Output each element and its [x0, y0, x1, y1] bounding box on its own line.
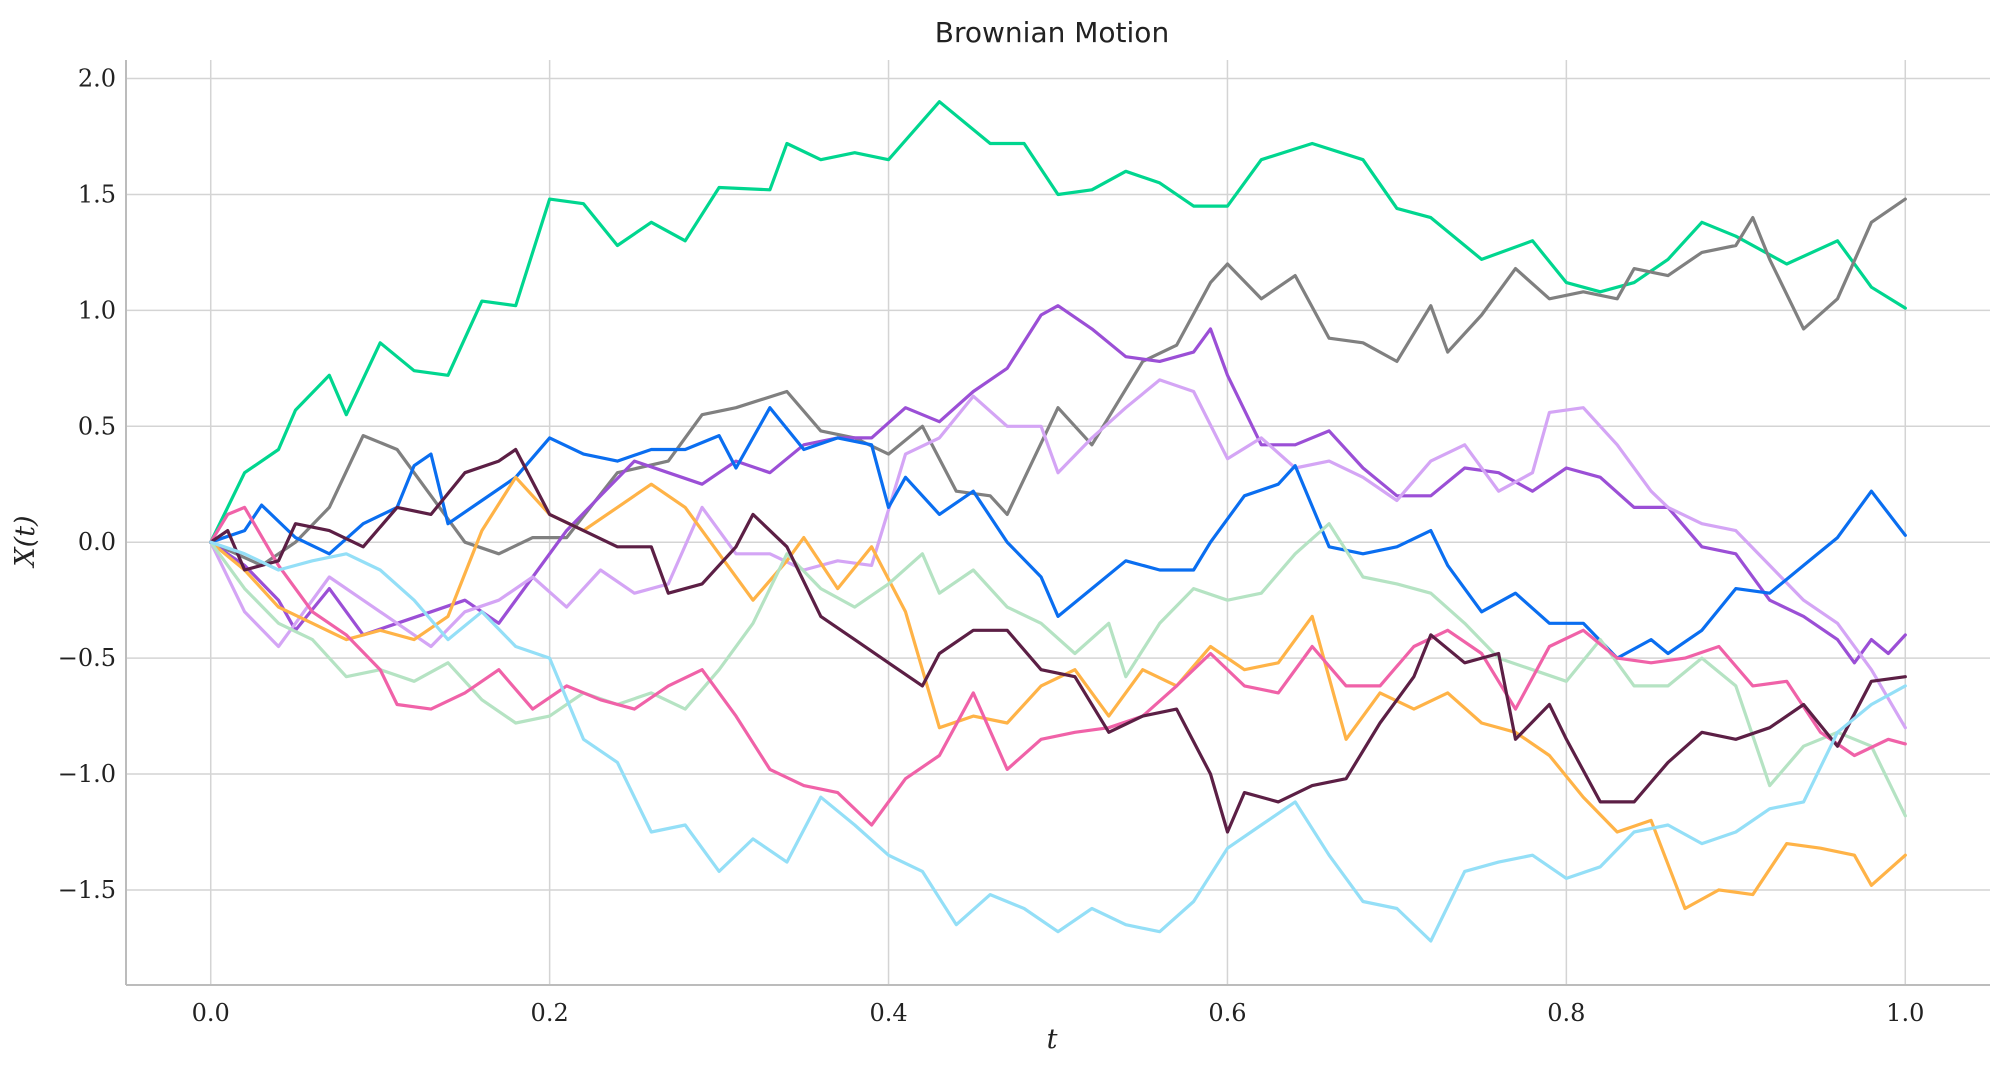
- series-line-7: [209, 522, 1907, 818]
- series-line-8: [209, 505, 1907, 827]
- y-tick-label: 1.0: [78, 296, 116, 324]
- series-line-3: [209, 304, 1907, 665]
- series-line-10: [209, 540, 1907, 943]
- y-tick-label: −1.0: [58, 760, 116, 788]
- y-tick-label: 1.5: [78, 180, 116, 208]
- series-line-9: [209, 447, 1907, 834]
- x-tick-label: 0.8: [1547, 999, 1585, 1027]
- y-tick-label: 0.0: [78, 528, 116, 556]
- series-line-4: [209, 378, 1907, 730]
- series-line-1: [209, 100, 1907, 544]
- x-tick-label: 0.2: [531, 999, 569, 1027]
- x-axis-label: t: [1047, 1024, 1058, 1055]
- series-line-5: [209, 406, 1907, 660]
- series-line-2: [209, 197, 1907, 567]
- y-axis-label: X(t): [10, 515, 41, 568]
- axes-spines: [125, 60, 1990, 986]
- grid-lines: [126, 60, 1990, 985]
- series-lines: [209, 100, 1907, 943]
- y-tick-label: −1.5: [58, 876, 116, 904]
- x-tick-label: 1.0: [1886, 999, 1924, 1027]
- y-tick-labels: −1.5 −1.0 −0.5 0.0 0.5 1.0 1.5 2.0: [58, 65, 116, 904]
- x-tick-labels: 0.0 0.2 0.4 0.6 0.8 1.0: [192, 999, 1925, 1027]
- x-tick-label: 0.6: [1208, 999, 1246, 1027]
- x-tick-label: 0.4: [869, 999, 907, 1027]
- series-line-6: [209, 475, 1907, 911]
- y-tick-label: 0.5: [78, 412, 116, 440]
- chart-title: Brownian Motion: [935, 16, 1169, 49]
- y-tick-label: −0.5: [58, 644, 116, 672]
- x-tick-label: 0.0: [192, 999, 230, 1027]
- y-tick-label: 2.0: [78, 65, 116, 93]
